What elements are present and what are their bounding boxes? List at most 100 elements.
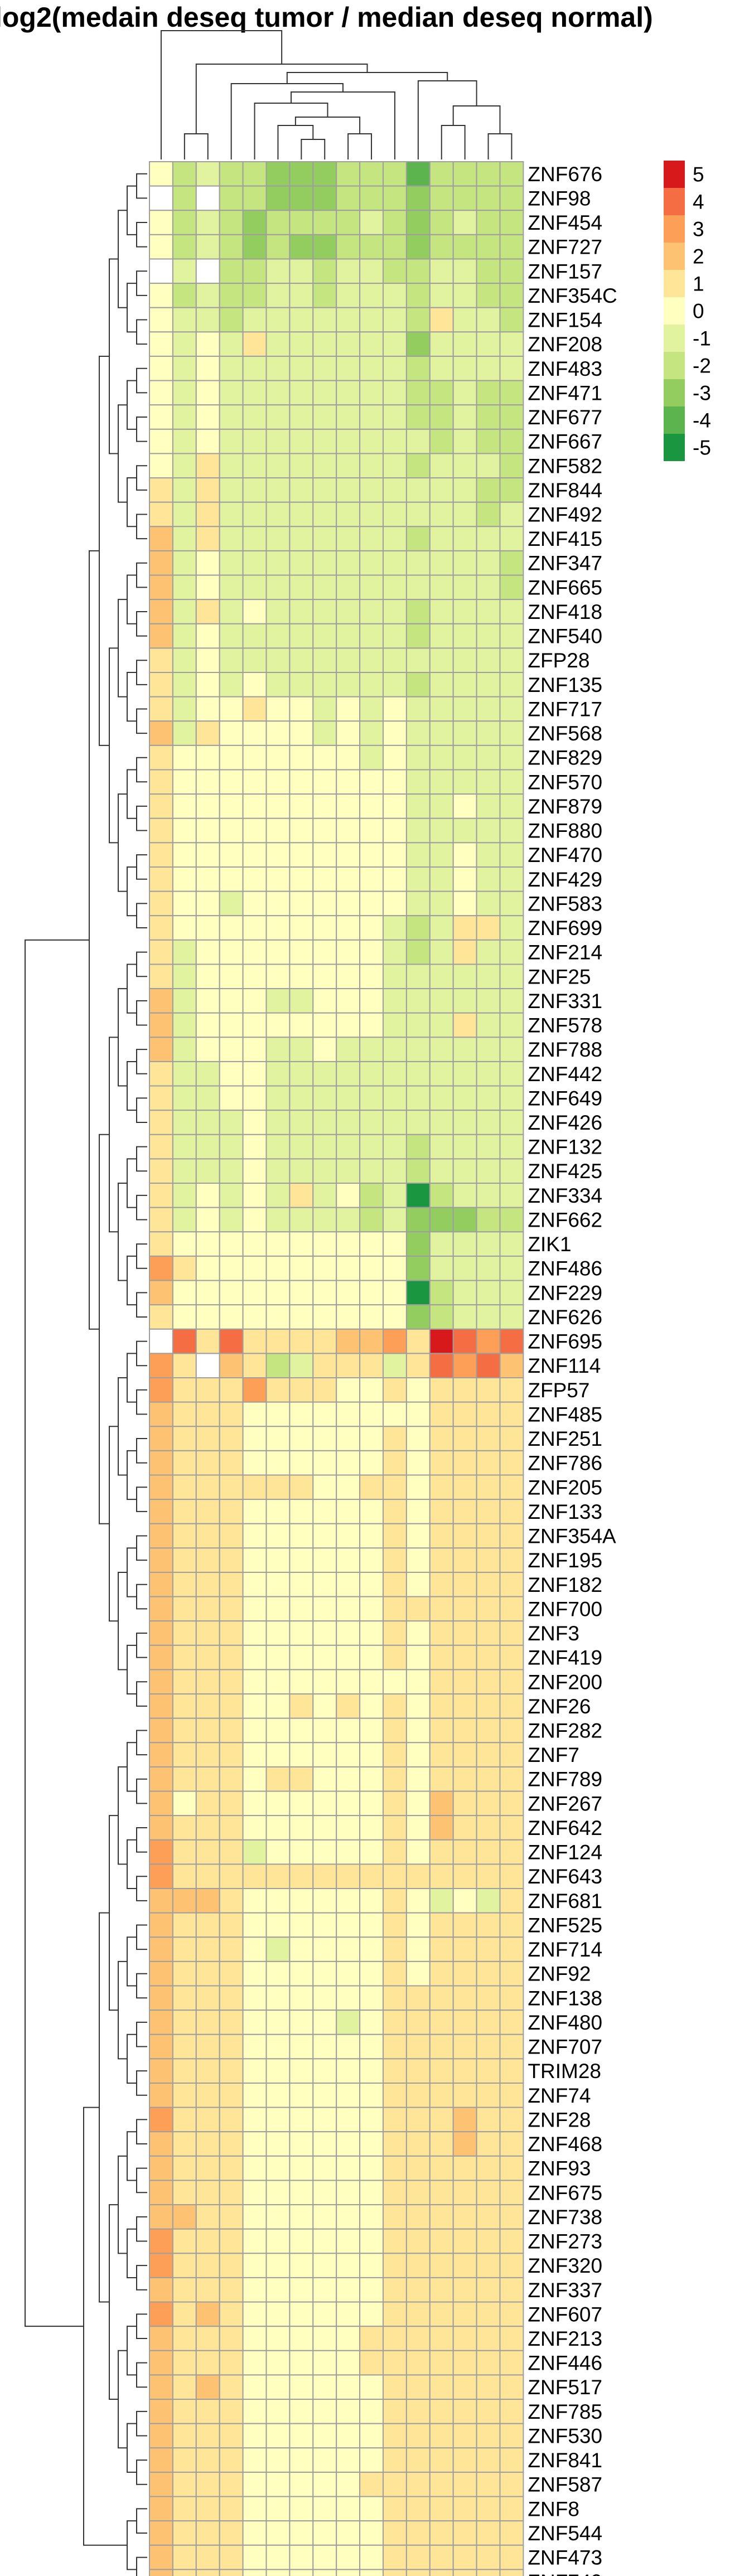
heatmap-cell: [405, 1766, 431, 1792]
heatmap-cell: [172, 234, 197, 260]
heatmap-cell: [242, 185, 267, 211]
heatmap-cell: [405, 2107, 431, 2133]
row-label: ZNF337: [528, 2279, 602, 2302]
legend-swatch: [664, 270, 685, 297]
heatmap-cell: [172, 1693, 197, 1719]
heatmap-cell: [405, 1693, 431, 1719]
dendrogram-branch: [118, 1377, 127, 1476]
heatmap-cell: [476, 1960, 501, 1987]
heatmap-cell: [359, 1328, 384, 1354]
heatmap-cell: [359, 404, 384, 430]
heatmap-cell: [405, 599, 431, 624]
row-label: ZNF429: [528, 868, 602, 891]
heatmap-cell: [476, 696, 501, 722]
heatmap-cell: [289, 1985, 314, 2011]
heatmap-cell: [242, 258, 267, 284]
heatmap-cell: [383, 1401, 407, 1427]
row-label: ZNF418: [528, 601, 602, 623]
heatmap-cell: [265, 2544, 291, 2570]
heatmap-cell: [265, 1304, 291, 1330]
heatmap-cell: [405, 1669, 431, 1695]
heatmap-cell: [452, 161, 477, 187]
heatmap-cell: [499, 2399, 524, 2424]
heatmap-cell: [499, 866, 524, 892]
heatmap-cell: [172, 817, 197, 844]
heatmap-cell: [195, 1620, 220, 1646]
row-label: ZNF415: [528, 527, 602, 550]
heatmap-cell: [359, 866, 384, 892]
heatmap-cell: [359, 817, 384, 844]
heatmap-cell: [383, 1644, 407, 1670]
heatmap-cell: [149, 672, 173, 698]
heatmap-cell: [336, 890, 361, 917]
heatmap-cell: [476, 1134, 501, 1160]
heatmap-cell: [405, 890, 431, 917]
heatmap-cell: [265, 1401, 291, 1427]
heatmap-cell: [172, 1717, 197, 1744]
heatmap-cell: [336, 1401, 361, 1427]
heatmap-cell: [172, 550, 197, 576]
heatmap-cell: [336, 1426, 361, 1451]
heatmap-cell: [312, 2058, 337, 2084]
heatmap-cell: [242, 696, 267, 722]
heatmap-cell: [195, 939, 220, 965]
heatmap-cell: [219, 2131, 244, 2157]
heatmap-cell: [499, 793, 524, 819]
heatmap-cell: [499, 355, 524, 381]
heatmap-cell: [476, 1085, 501, 1111]
heatmap-cell: [219, 1912, 244, 1938]
dendrogram-branch: [127, 1644, 137, 1695]
heatmap-cell: [289, 2253, 314, 2278]
heatmap-cell: [149, 1280, 173, 1306]
heatmap-cell: [172, 1571, 197, 1597]
heatmap-cell: [219, 647, 244, 674]
heatmap-cell: [312, 793, 337, 819]
heatmap-cell: [242, 1620, 267, 1646]
row-label: ZNF214: [528, 941, 602, 964]
heatmap-cell: [312, 1037, 337, 1062]
heatmap-cell: [452, 1669, 477, 1695]
heatmap-cell: [499, 1231, 524, 1257]
heatmap-cell: [172, 2350, 197, 2376]
heatmap-cell: [452, 2520, 477, 2546]
heatmap-cell: [452, 1450, 477, 1476]
heatmap-cell: [452, 769, 477, 795]
heatmap-cell: [336, 380, 361, 406]
heatmap-cell: [312, 161, 337, 187]
heatmap-cell: [289, 1304, 314, 1330]
heatmap-cell: [195, 793, 220, 819]
heatmap-cell: [195, 2277, 220, 2303]
heatmap-cell: [195, 1304, 220, 1330]
heatmap-cell: [242, 331, 267, 357]
heatmap-cell: [195, 2155, 220, 2181]
heatmap-cell: [242, 1426, 267, 1451]
heatmap-cell: [429, 2253, 454, 2278]
heatmap-cell: [429, 258, 454, 284]
heatmap-cell: [452, 2326, 477, 2351]
row-label: ZNF525: [528, 1914, 602, 1936]
heatmap-cell: [289, 1863, 314, 1890]
heatmap-cell: [149, 1839, 173, 1865]
heatmap-cell: [429, 1936, 454, 1962]
heatmap-cell: [172, 355, 197, 381]
heatmap-cell: [312, 1134, 337, 1160]
heatmap-cell: [312, 2107, 337, 2133]
heatmap-cell: [336, 2277, 361, 2303]
heatmap-cell: [149, 1231, 173, 1257]
dendrogram-branch: [136, 173, 147, 199]
heatmap-cell: [499, 574, 524, 601]
dendrogram-branch: [195, 64, 368, 134]
heatmap-cell: [499, 988, 524, 1014]
heatmap-cell: [476, 1474, 501, 1500]
heatmap-cell: [359, 2399, 384, 2424]
heatmap-cell: [195, 1450, 220, 1476]
row-label: ZNF419: [528, 1647, 602, 1669]
heatmap-cell: [312, 1523, 337, 1549]
heatmap-cell: [172, 2253, 197, 2278]
heatmap-cell: [429, 1085, 454, 1111]
heatmap-cell: [219, 866, 244, 892]
heatmap-cell: [476, 1936, 501, 1962]
legend-swatch: [664, 297, 685, 325]
heatmap-cell: [312, 2228, 337, 2254]
heatmap-cell: [219, 2082, 244, 2108]
